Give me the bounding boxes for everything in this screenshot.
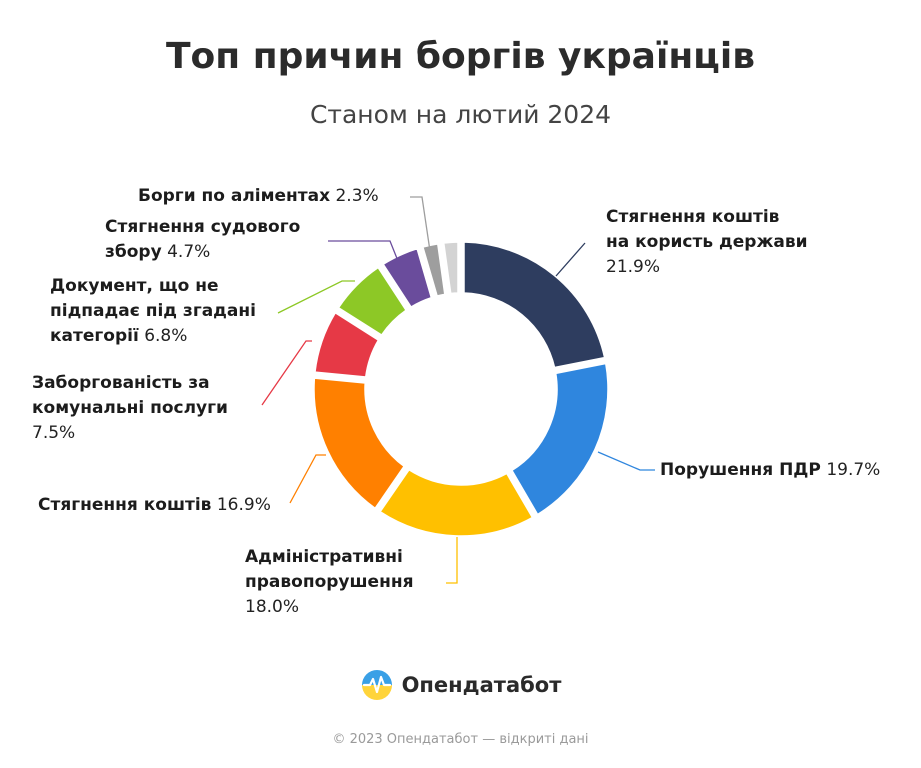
footer-copyright: © 2023 Опендатабот — відкриті дані bbox=[332, 732, 589, 747]
donut-slice bbox=[314, 312, 380, 378]
leader-line bbox=[289, 454, 326, 504]
chart-title: Топ причин боргів українців bbox=[166, 36, 755, 77]
slice-label: Борги по аліментах 2.3% bbox=[138, 184, 379, 209]
slice-label: Адміністративні правопорушення 18.0% bbox=[245, 545, 414, 620]
slice-label-text: на користь держави bbox=[606, 232, 808, 252]
slice-label-text: категорії bbox=[50, 326, 139, 346]
slice-value-text: 7.5% bbox=[32, 423, 76, 443]
slice-label: Порушення ПДР 19.7% bbox=[660, 458, 880, 483]
chart-subtitle: Станом на лютий 2024 bbox=[309, 100, 612, 129]
donut-slice bbox=[313, 377, 405, 510]
donut-slice bbox=[379, 468, 534, 537]
slice-label: Стягнення коштів на користь держави 21.9% bbox=[606, 205, 808, 280]
slice-label-text: збору bbox=[105, 242, 162, 262]
brand-name: Опендатабот bbox=[401, 673, 562, 697]
slice-label-text: правопорушення bbox=[245, 572, 414, 592]
slice-label: Стягнення судового збору 4.7% bbox=[105, 215, 300, 265]
slice-label: Стягнення коштів 16.9% bbox=[38, 493, 271, 518]
brand: Опендатабот bbox=[0, 668, 921, 702]
donut-slice bbox=[382, 247, 433, 308]
slice-value-text: 2.3% bbox=[335, 186, 379, 206]
leader-line bbox=[328, 240, 399, 262]
slice-label-text: Заборгованість за bbox=[32, 373, 210, 393]
leader-line bbox=[261, 340, 312, 406]
slice-value-text: 16.9% bbox=[216, 495, 271, 515]
donut-slice bbox=[511, 362, 609, 516]
leader-line bbox=[410, 196, 431, 252]
leader-line bbox=[277, 280, 355, 314]
slice-label-text: підпадає під згадані bbox=[50, 301, 256, 321]
slice-label-text: Стягнення коштів bbox=[38, 495, 212, 515]
slice-value-text: 6.8% bbox=[144, 326, 188, 346]
opendatabot-logo-icon bbox=[361, 670, 392, 700]
slice-label-text: Порушення ПДР bbox=[660, 460, 821, 480]
donut-chart bbox=[261, 196, 655, 584]
leader-line bbox=[446, 537, 458, 584]
slice-value-text: 19.7% bbox=[826, 460, 881, 480]
slice-label-text: Адміністративні bbox=[245, 547, 403, 567]
slice-label-text: Стягнення судового bbox=[105, 217, 301, 237]
slice-label: Заборгованість за комунальні послуги 7.5% bbox=[32, 371, 228, 446]
donut-slice bbox=[337, 266, 407, 336]
leader-line bbox=[555, 242, 586, 277]
slice-label-text: комунальні послуги bbox=[32, 398, 228, 418]
leader-line bbox=[597, 451, 655, 471]
slice-label-text: Стягнення коштів bbox=[606, 207, 780, 227]
slice-label: Документ, що не підпадає під згадані катег… bbox=[50, 274, 256, 349]
slice-value-text: 21.9% bbox=[606, 257, 661, 277]
donut-slice bbox=[422, 243, 446, 297]
donut-slice bbox=[442, 241, 459, 295]
slice-label-text: Борги по аліментах bbox=[138, 186, 331, 206]
slice-label-text: Документ, що не bbox=[50, 276, 219, 296]
slice-value-text: 4.7% bbox=[167, 242, 211, 262]
slice-value-text: 18.0% bbox=[245, 597, 300, 617]
donut-slice bbox=[463, 241, 606, 369]
